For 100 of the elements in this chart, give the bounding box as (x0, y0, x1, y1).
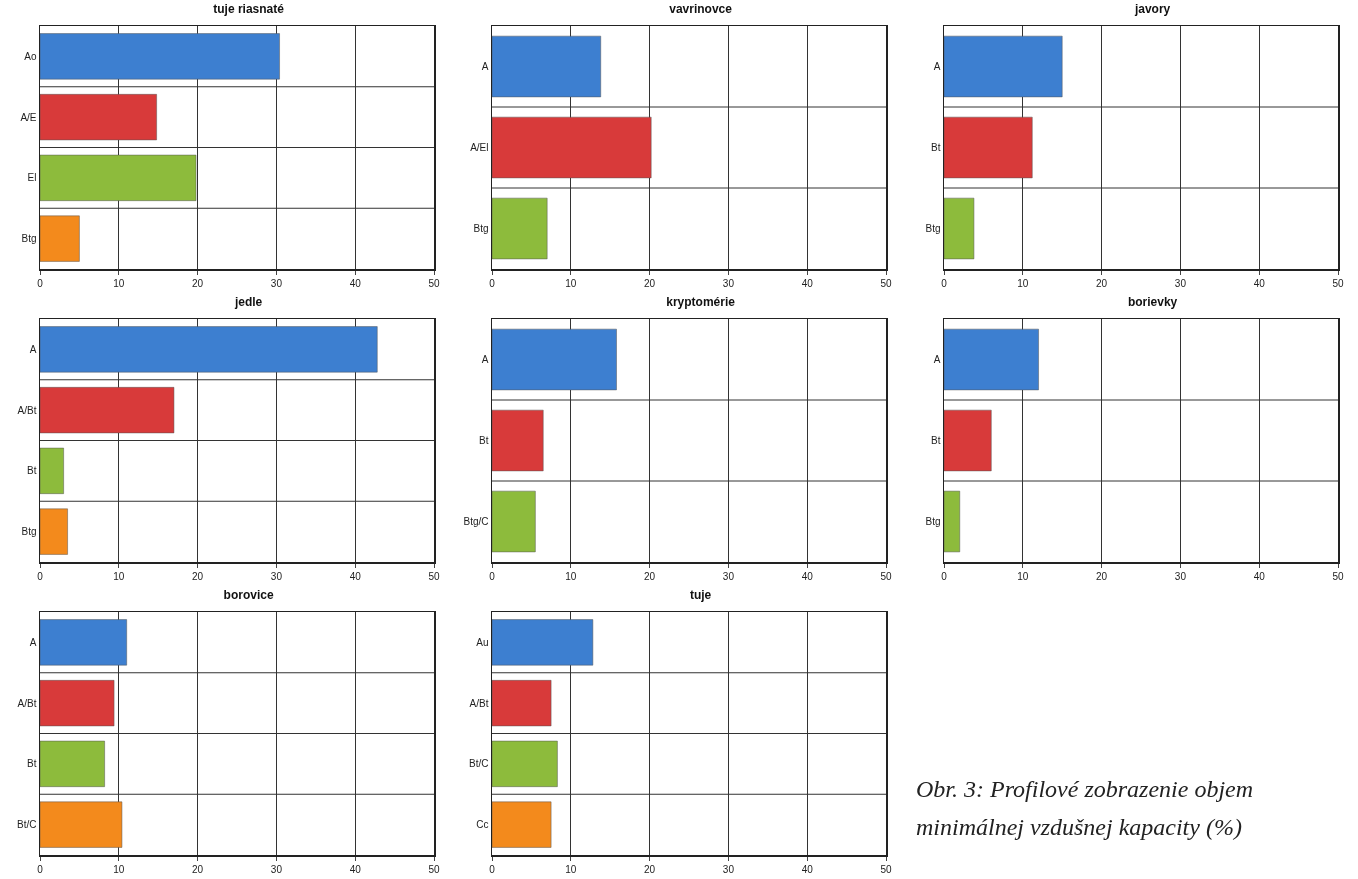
x-tick-label: 20 (644, 863, 656, 875)
x-tick-label: 50 (880, 277, 892, 289)
y-tick-label: Btg/C (463, 516, 489, 527)
chart-title: vavrinovce (669, 1, 733, 16)
x-tick-label: 30 (722, 570, 735, 582)
chart-title: tuje riasnaté (213, 1, 285, 16)
x-tick-label: 10 (1017, 277, 1029, 289)
y-tick-label: Bt (479, 435, 489, 446)
y-tick-label: A/Bt (469, 697, 489, 709)
y-tick-label: A (29, 636, 37, 648)
y-tick-label: Bt (27, 465, 37, 477)
bar (492, 197, 548, 260)
x-tick-label: 0 (37, 277, 44, 289)
y-tick-label: Bt (931, 142, 941, 153)
chart-title: kryptomérie (666, 294, 736, 309)
x-tick-label: 40 (1253, 277, 1266, 289)
x-tick-label: 0 (489, 570, 496, 582)
x-tick-label: 50 (428, 570, 440, 582)
y-tick-label: A (933, 354, 941, 365)
y-tick-label: El (27, 172, 37, 184)
bar (944, 409, 992, 472)
y-tick-label: Bt (931, 435, 941, 446)
bar (40, 447, 64, 494)
y-tick-label: A (29, 343, 37, 355)
bar (492, 490, 536, 553)
x-tick-label: 0 (37, 863, 44, 875)
bar (40, 619, 127, 666)
bar (40, 508, 68, 555)
bar (492, 116, 652, 179)
x-tick-label: 0 (489, 863, 496, 875)
x-tick-label: 0 (37, 570, 44, 582)
chart-title: tuje (689, 587, 712, 602)
bar (40, 94, 157, 141)
bar (944, 116, 1033, 179)
bar (40, 801, 123, 848)
y-tick-label: A/Bt (17, 697, 37, 709)
y-tick-label: Cc (476, 819, 489, 831)
bar (944, 197, 975, 260)
x-tick-label: 50 (1332, 570, 1344, 582)
x-tick-label: 40 (349, 277, 362, 289)
x-tick-label: 20 (644, 277, 656, 289)
chart-title: borievky (1127, 294, 1178, 309)
x-tick-label: 40 (801, 570, 814, 582)
y-tick-label: Bt/C (469, 758, 489, 770)
x-tick-label: 20 (644, 570, 656, 582)
text: Obr. 3: Profilové zobrazenie objem minimálnej vzdušnej kapacity (%) (916, 775, 1255, 842)
bar (492, 680, 552, 727)
x-tick-label: 40 (1253, 570, 1266, 582)
y-tick-label: Bt (27, 758, 37, 770)
y-tick-label: Btg (21, 526, 37, 538)
x-tick-label: 20 (192, 863, 204, 875)
y-tick-label: Btg (925, 516, 941, 527)
x-tick-label: 20 (192, 570, 204, 582)
x-tick-label: 20 (192, 277, 204, 289)
x-tick-label: 10 (1017, 570, 1029, 582)
x-tick-label: 0 (489, 277, 496, 289)
chart-title: borovice (223, 587, 274, 602)
y-tick-label: Bt/C (17, 819, 37, 831)
y-tick-label: A/Bt (17, 404, 37, 416)
x-tick-label: 50 (880, 863, 892, 875)
x-tick-label: 10 (113, 863, 125, 875)
x-tick-label: 10 (565, 570, 577, 582)
x-tick-label: 0 (941, 277, 948, 289)
x-tick-label: 30 (270, 570, 283, 582)
x-tick-label: 10 (113, 277, 125, 289)
x-tick-label: 10 (113, 570, 125, 582)
bar (40, 680, 115, 727)
y-tick-label: Btg (21, 233, 37, 245)
bar (492, 35, 601, 98)
x-tick-label: 30 (1174, 570, 1187, 582)
bar (492, 409, 544, 472)
y-tick-label: A (481, 354, 489, 365)
x-tick-label: 40 (801, 863, 814, 875)
x-tick-label: 50 (880, 570, 892, 582)
bar (40, 215, 80, 262)
bar (944, 490, 961, 553)
x-tick-label: 30 (270, 863, 283, 875)
bar (40, 326, 378, 373)
bar (944, 35, 1063, 98)
bar (40, 154, 197, 201)
bar (40, 33, 280, 80)
y-tick-label: A (933, 61, 941, 72)
x-tick-label: 20 (1096, 277, 1108, 289)
y-tick-label: Btg (473, 223, 489, 234)
y-tick-label: Ao (24, 50, 37, 62)
bar (492, 328, 617, 391)
bar (40, 387, 175, 434)
x-tick-label: 40 (349, 863, 362, 875)
y-tick-label: A/El (470, 142, 489, 153)
x-tick-label: 50 (428, 863, 440, 875)
x-tick-label: 0 (941, 570, 948, 582)
x-tick-label: 30 (270, 277, 283, 289)
chart-title: jedle (233, 294, 263, 309)
x-tick-label: 20 (1096, 570, 1108, 582)
x-tick-label: 30 (722, 277, 735, 289)
x-tick-label: 40 (349, 570, 362, 582)
x-tick-label: 50 (428, 277, 440, 289)
x-tick-label: 30 (1174, 277, 1187, 289)
x-tick-label: 10 (565, 277, 577, 289)
bar (492, 801, 552, 848)
